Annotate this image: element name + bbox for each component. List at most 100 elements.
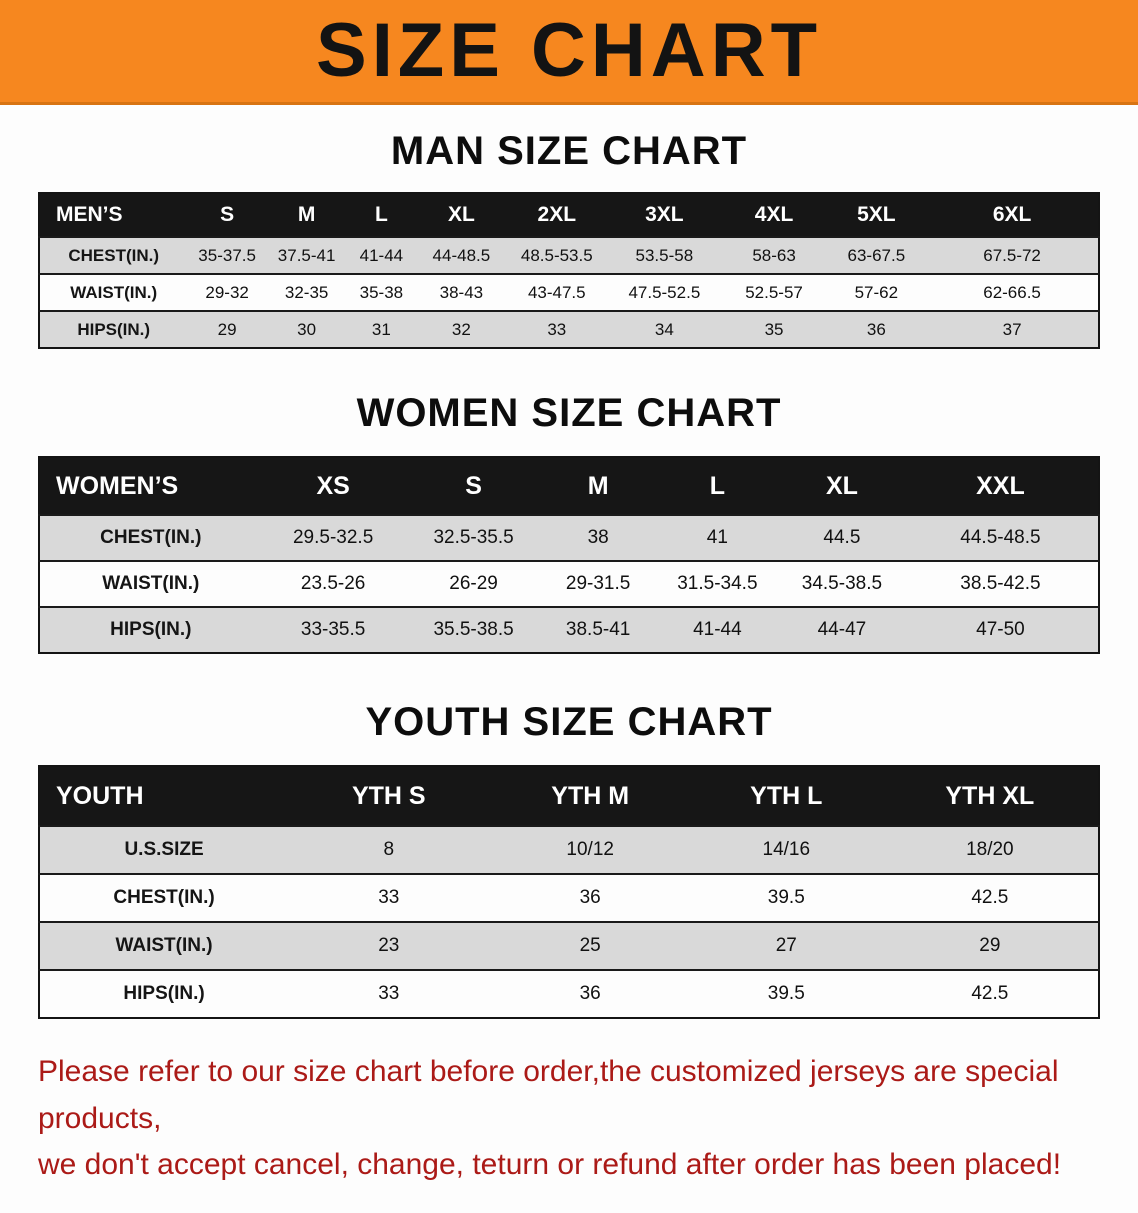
size-cell: 29: [187, 310, 267, 348]
size-cell: 27: [690, 921, 882, 970]
size-cell: 8: [288, 825, 490, 874]
size-cell: 34: [607, 310, 722, 348]
youth-section-heading: YOUTH SIZE CHART: [365, 700, 773, 744]
size-cell: 37.5-41: [266, 236, 347, 274]
table-row: WAIST(IN.) 23 25 27 29: [39, 921, 1099, 970]
size-cell: 38.5-42.5: [902, 560, 1099, 607]
column-header: M: [542, 457, 654, 515]
size-cell: 63-67.5: [826, 236, 927, 274]
disclaimer-line-1: Please refer to our size chart before or…: [38, 1055, 1059, 1135]
column-header: 5XL: [826, 193, 927, 237]
column-header: S: [187, 193, 267, 237]
table-row: CHEST(IN.) 35-37.5 37.5-41 41-44 44-48.5…: [39, 236, 1099, 274]
size-cell: 44-48.5: [416, 236, 507, 274]
column-header: 4XL: [721, 193, 827, 237]
size-cell: 18/20: [881, 825, 1099, 874]
size-cell: 42.5: [881, 873, 1099, 922]
column-header: XL: [416, 193, 507, 237]
men-section-heading: MAN SIZE CHART: [390, 129, 748, 173]
column-header: YTH M: [489, 766, 691, 826]
table-row: WAIST(IN.) 29-32 32-35 35-38 38-43 43-47…: [39, 273, 1099, 311]
size-cell: 29.5-32.5: [261, 514, 405, 561]
size-cell: 41-44: [346, 236, 417, 274]
size-cell: 44.5: [780, 514, 903, 561]
table-row: CHEST(IN.) 33 36 39.5 42.5: [39, 873, 1099, 922]
size-cell: 32.5-35.5: [404, 514, 543, 561]
size-cell: 14/16: [690, 825, 882, 874]
youth-size-table: YOUTH YTH S YTH M YTH L YTH XL U.S.SIZE …: [38, 765, 1100, 1019]
size-cell: 53.5-58: [607, 236, 722, 274]
size-cell: 37: [926, 310, 1099, 348]
size-cell: 48.5-53.5: [506, 236, 608, 274]
size-cell: 39.5: [690, 969, 882, 1018]
table-row: U.S.SIZE 8 10/12 14/16 18/20: [39, 825, 1099, 874]
row-label: WAIST(IN.): [39, 560, 262, 607]
page-title: SIZE CHART: [316, 8, 822, 93]
size-cell: 23.5-26: [261, 560, 405, 607]
disclaimer-line-2: we don't accept cancel, change, teturn o…: [38, 1148, 1062, 1181]
youth-section: YOUTH SIZE CHART YOUTH YTH S YTH M YTH L…: [0, 700, 1138, 1019]
size-cell: 33: [288, 969, 490, 1018]
women-section-heading: WOMEN SIZE CHART: [356, 391, 782, 435]
youth-table-label: YOUTH: [39, 766, 289, 826]
size-cell: 33-35.5: [261, 606, 405, 653]
column-header: 6XL: [926, 193, 1099, 237]
column-header: XS: [261, 457, 405, 515]
column-header: M: [266, 193, 347, 237]
row-label: CHEST(IN.): [39, 236, 188, 274]
size-cell: 43-47.5: [506, 273, 608, 311]
size-cell: 30: [266, 310, 347, 348]
size-cell: 35-38: [346, 273, 417, 311]
size-cell: 26-29: [404, 560, 543, 607]
size-cell: 35-37.5: [187, 236, 267, 274]
column-header: S: [404, 457, 543, 515]
size-cell: 44.5-48.5: [902, 514, 1099, 561]
row-label: WAIST(IN.): [39, 921, 289, 970]
size-cell: 57-62: [826, 273, 927, 311]
column-header: YTH XL: [881, 766, 1099, 826]
table-row: HIPS(IN.) 33-35.5 35.5-38.5 38.5-41 41-4…: [39, 606, 1099, 653]
size-cell: 35.5-38.5: [404, 606, 543, 653]
men-table-label: MEN’S: [39, 193, 188, 237]
size-cell: 31.5-34.5: [653, 560, 781, 607]
size-cell: 31: [346, 310, 417, 348]
size-cell: 32-35: [266, 273, 347, 311]
size-cell: 44-47: [780, 606, 903, 653]
row-label: HIPS(IN.): [39, 969, 289, 1018]
women-section: WOMEN SIZE CHART WOMEN’S XS S M L XL XXL…: [0, 391, 1138, 654]
column-header: L: [346, 193, 417, 237]
table-row: CHEST(IN.) 29.5-32.5 32.5-35.5 38 41 44.…: [39, 514, 1099, 561]
size-cell: 38-43: [416, 273, 507, 311]
youth-table-header-row: YOUTH YTH S YTH M YTH L YTH XL: [39, 766, 1099, 826]
size-chart-banner: SIZE CHART: [0, 0, 1138, 105]
size-cell: 32: [416, 310, 507, 348]
size-cell: 36: [489, 873, 691, 922]
size-cell: 35: [721, 310, 827, 348]
women-table-label: WOMEN’S: [39, 457, 262, 515]
size-cell: 36: [826, 310, 927, 348]
row-label: HIPS(IN.): [39, 606, 262, 653]
disclaimer-text: Please refer to our size chart before or…: [38, 1049, 1100, 1189]
men-section: MAN SIZE CHART MEN’S S M L XL 2XL 3XL 4X…: [0, 129, 1138, 349]
size-cell: 47-50: [902, 606, 1099, 653]
women-table-header-row: WOMEN’S XS S M L XL XXL: [39, 457, 1099, 515]
row-label: WAIST(IN.): [39, 273, 188, 311]
table-row: HIPS(IN.) 33 36 39.5 42.5: [39, 969, 1099, 1018]
column-header: YTH S: [288, 766, 490, 826]
size-cell: 41: [653, 514, 781, 561]
table-row: HIPS(IN.) 29 30 31 32 33 34 35 36 37: [39, 310, 1099, 348]
size-cell: 42.5: [881, 969, 1099, 1018]
size-cell: 58-63: [721, 236, 827, 274]
men-table-header-row: MEN’S S M L XL 2XL 3XL 4XL 5XL 6XL: [39, 193, 1099, 237]
size-cell: 29: [881, 921, 1099, 970]
row-label: HIPS(IN.): [39, 310, 188, 348]
size-cell: 52.5-57: [721, 273, 827, 311]
table-row: WAIST(IN.) 23.5-26 26-29 29-31.5 31.5-34…: [39, 560, 1099, 607]
size-cell: 38: [542, 514, 654, 561]
men-size-table: MEN’S S M L XL 2XL 3XL 4XL 5XL 6XL CHEST…: [38, 192, 1100, 349]
column-header: 2XL: [506, 193, 608, 237]
column-header: L: [653, 457, 781, 515]
size-cell: 41-44: [653, 606, 781, 653]
size-cell: 36: [489, 969, 691, 1018]
women-size-table: WOMEN’S XS S M L XL XXL CHEST(IN.) 29.5-…: [38, 456, 1100, 654]
